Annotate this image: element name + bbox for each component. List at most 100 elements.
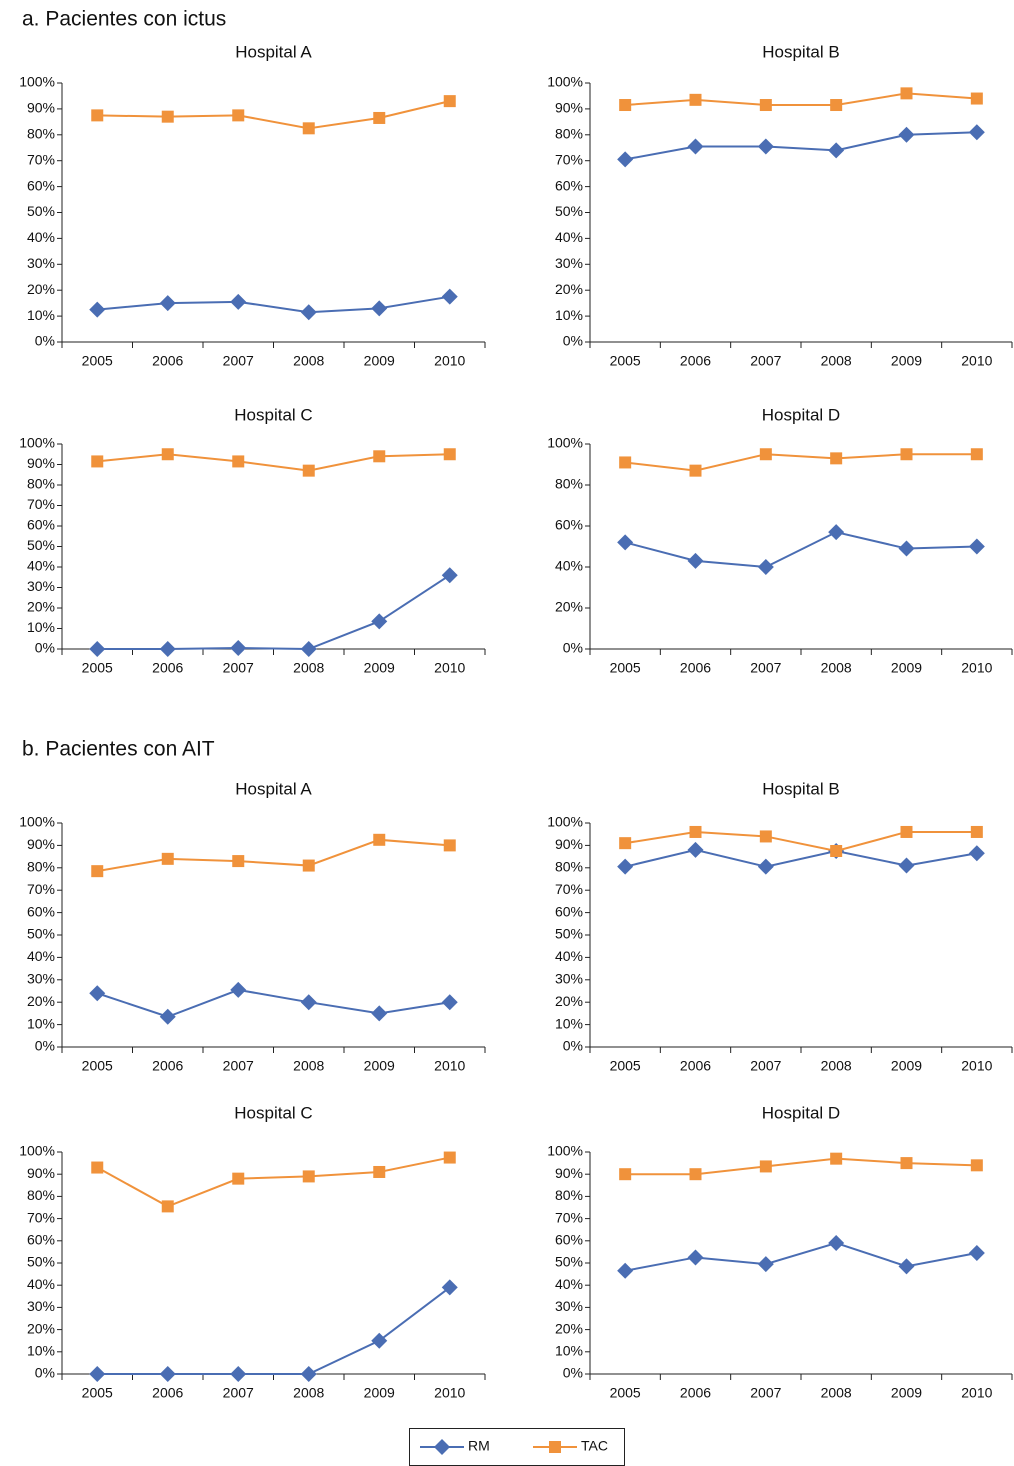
x-tick-label: 2005 [82,353,113,369]
y-tick-label: 80% [27,859,55,875]
series-line [624,1241,978,1272]
y-tick-label: 20% [27,1320,55,1336]
data-point [759,830,772,843]
x-tick-label: 2010 [961,1385,992,1401]
y-tick-label: 0% [35,640,55,656]
y-tick-label: 90% [555,836,583,852]
x-tick-label: 2010 [434,660,465,676]
y-tick-label: 10% [555,1015,583,1031]
y-tick-label: 10% [27,1015,55,1031]
y-tick-label: 50% [27,926,55,942]
y-tick-label: 80% [555,476,583,492]
data-point [898,540,915,557]
y-tick-label: 70% [27,151,55,167]
y-tick-label: 50% [27,537,55,553]
y-tick-label: 80% [27,126,55,142]
data-point [828,142,845,159]
y-tick-label: 10% [27,1343,55,1359]
data-point [302,859,315,872]
x-tick-label: 2005 [610,660,641,676]
y-tick-label: 90% [555,1165,583,1181]
y-tick-label: 0% [563,333,583,349]
x-tick-label: 2010 [961,660,992,676]
y-tick-label: 0% [35,1365,55,1381]
y-tick-label: 60% [555,177,583,193]
data-point [689,1168,702,1181]
data-point [441,994,458,1011]
data-point [617,534,634,551]
x-tick-label: 2010 [434,353,465,369]
data-point [371,613,388,630]
x-tick-label: 2009 [364,660,395,676]
data-point [300,994,317,1011]
data-point [830,99,843,112]
x-tick-label: 2008 [293,1058,324,1074]
data-point [161,852,174,865]
y-tick-label: 80% [555,859,583,875]
chart-title: Hospital B [762,779,839,798]
data-point [89,1366,106,1382]
data-point [300,1366,317,1382]
data-point [441,567,458,584]
y-tick-label: 40% [555,948,583,964]
chart-title: Hospital B [762,42,839,61]
x-tick-label: 2008 [293,660,324,676]
data-point [91,455,104,468]
legend-label: RM [468,1438,490,1454]
data-point [161,448,174,461]
x-tick-label: 2007 [223,1058,254,1074]
legend-label: TAC [581,1438,608,1454]
data-point [759,1160,772,1173]
chart-title: Hospital A [235,42,312,61]
y-tick-label: 90% [27,455,55,471]
data-point [161,1200,174,1213]
data-point [898,1258,915,1275]
y-tick-label: 10% [27,307,55,323]
x-tick-label: 2007 [223,660,254,676]
data-point [159,1008,176,1025]
data-point [900,825,913,838]
y-tick-label: 20% [555,993,583,1009]
legend-marker [549,1441,561,1453]
x-tick-label: 2005 [82,1385,113,1401]
data-point [232,1172,245,1185]
x-tick-label: 2009 [891,353,922,369]
data-point [689,464,702,477]
x-tick-label: 2006 [152,353,183,369]
data-point [230,639,247,656]
data-point [159,295,176,312]
x-tick-label: 2005 [610,353,641,369]
series-line [97,295,450,314]
series-line [625,830,977,853]
series-line [624,531,977,569]
chart-title: Hospital C [234,405,312,424]
series-line [97,100,450,130]
data-point [687,841,704,858]
data-point [230,293,247,310]
data-point [373,450,386,463]
y-tick-label: 100% [547,814,583,830]
x-tick-label: 2005 [610,1385,641,1401]
y-tick-label: 20% [27,281,55,297]
x-tick-label: 2006 [680,353,711,369]
x-tick-label: 2009 [891,1058,922,1074]
data-point [900,448,913,461]
series-line [96,988,450,1018]
data-point [91,109,104,122]
y-tick-label: 0% [35,333,55,349]
y-tick-label: 10% [27,619,55,635]
data-point [898,857,915,874]
data-point [371,300,388,317]
data-point [443,95,456,108]
x-tick-label: 2010 [961,1058,992,1074]
x-tick-label: 2007 [223,353,254,369]
y-tick-label: 60% [27,1232,55,1248]
data-point [300,304,317,321]
series-line [96,1156,450,1208]
y-tick-label: 30% [555,971,583,987]
series-line [97,1286,451,1375]
data-point [689,93,702,106]
data-point [441,1279,458,1296]
y-tick-label: 50% [555,203,583,219]
data-point [968,1245,985,1262]
